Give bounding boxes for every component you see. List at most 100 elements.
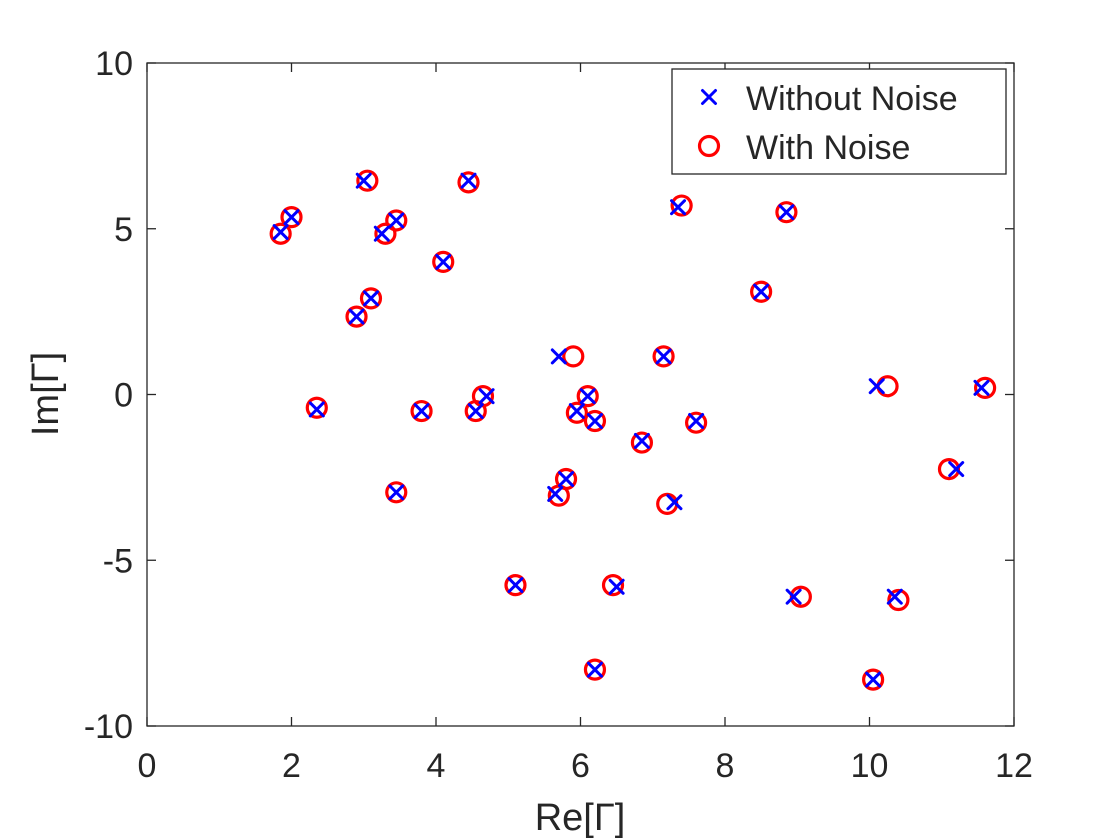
- without-noise-point-stroke-b: [547, 485, 564, 502]
- without-noise-point-stroke-b: [865, 671, 882, 688]
- without-noise-point: [308, 401, 325, 418]
- without-noise-point-stroke-b: [388, 484, 405, 501]
- legend-label-with-noise: With Noise: [746, 129, 910, 167]
- legend-marker-without-noise: [701, 89, 717, 105]
- without-noise-point: [413, 403, 430, 420]
- without-noise-point: [886, 588, 903, 605]
- without-noise-point: [865, 671, 882, 688]
- with-noise-point: [565, 401, 588, 424]
- without-noise-point: [778, 204, 795, 221]
- without-noise-point-stroke-b: [550, 348, 567, 365]
- without-noise-point-stroke-b: [272, 224, 289, 241]
- with-noise-point: [374, 222, 397, 245]
- without-noise-point: [478, 388, 495, 405]
- legend-box: [671, 68, 1007, 175]
- without-noise-point-stroke-b: [868, 378, 885, 395]
- without-noise-point: [272, 224, 289, 241]
- without-noise-point: [348, 308, 365, 325]
- x-tick-label: 8: [716, 747, 735, 785]
- with-noise-point: [410, 399, 433, 423]
- without-noise-point-stroke-b: [666, 494, 683, 511]
- with-noise-point: [630, 431, 654, 454]
- without-noise-point: [655, 348, 672, 365]
- without-noise-point-stroke-b: [579, 388, 596, 405]
- without-noise-point: [435, 253, 452, 270]
- without-noise-point: [608, 578, 625, 595]
- without-noise-point: [550, 348, 567, 365]
- with-noise-point: [862, 668, 885, 691]
- without-noise-point: [633, 432, 650, 449]
- with-noise-point: [280, 206, 303, 229]
- with-noise-point: [504, 574, 527, 597]
- without-noise-point-stroke-b: [460, 172, 477, 189]
- with-noise-point: [684, 411, 708, 434]
- y-tick-label: -5: [103, 542, 133, 580]
- without-noise-point-stroke-b: [753, 283, 770, 300]
- without-noise-point: [373, 225, 390, 242]
- with-noise-point: [601, 574, 625, 597]
- with-noise-point: [937, 457, 961, 481]
- without-noise-point-stroke-b: [478, 388, 495, 405]
- without-noise-point-stroke-b: [586, 413, 603, 430]
- without-noise-point-stroke-b: [973, 379, 990, 396]
- with-noise-point: [432, 250, 455, 273]
- y-tick-label: 10: [95, 45, 133, 83]
- with-noise-point: [576, 385, 599, 408]
- with-noise-point: [652, 345, 675, 368]
- y-tick-label: 0: [114, 377, 133, 415]
- without-noise-point: [753, 283, 770, 300]
- with-noise-point: [359, 287, 383, 310]
- x-tick-label: 4: [427, 747, 446, 785]
- without-noise-point-stroke-b: [413, 403, 430, 420]
- without-noise-point-stroke-b: [608, 578, 625, 595]
- without-noise-point-stroke-b: [670, 199, 687, 216]
- with-noise-point: [457, 171, 480, 194]
- with-noise-point: [269, 222, 292, 245]
- legend: Without Noise With Noise: [671, 68, 1007, 175]
- legend-label-without-noise: Without Noise: [746, 80, 958, 118]
- without-noise-point-stroke-b: [362, 290, 379, 307]
- without-noise-point: [283, 209, 300, 226]
- without-noise-point: [388, 212, 405, 229]
- without-noise-point-stroke-b: [778, 204, 795, 221]
- without-noise-point-stroke-b: [373, 225, 390, 242]
- with-noise-point: [562, 345, 585, 368]
- legend-o-marker: [697, 134, 721, 158]
- without-noise-point-stroke-b: [558, 471, 575, 488]
- y-tick-label: 5: [114, 211, 133, 249]
- legend-marker-with-noise: [697, 134, 721, 158]
- with-noise-point: [583, 409, 607, 433]
- without-noise-point: [579, 388, 596, 405]
- without-noise-point: [586, 413, 603, 430]
- without-noise-point-stroke-b: [467, 403, 484, 420]
- without-noise-point-stroke-b: [633, 432, 650, 449]
- with-noise-point: [356, 169, 379, 192]
- without-noise-point: [507, 577, 524, 594]
- without-noise-point-stroke-b: [283, 209, 300, 226]
- with-noise-point: [775, 201, 798, 224]
- with-noise-point: [345, 305, 368, 328]
- with-noise-point: [385, 209, 408, 232]
- x-tick-label: 0: [138, 747, 157, 785]
- without-noise-point: [558, 471, 575, 488]
- without-noise-point-stroke-b: [308, 401, 325, 418]
- data-points: [269, 169, 997, 691]
- y-tick-label: -10: [84, 708, 133, 746]
- without-noise-point-stroke-b: [568, 403, 585, 420]
- without-noise-point-stroke-b: [886, 588, 903, 605]
- without-noise-point-stroke-b: [348, 308, 365, 325]
- without-noise-point: [666, 494, 683, 511]
- without-noise-point-stroke-b: [688, 413, 705, 430]
- with-noise-point: [385, 481, 408, 504]
- x-tick-label: 10: [851, 747, 889, 785]
- without-noise-point: [388, 484, 405, 501]
- x-tick-label: 6: [571, 747, 590, 785]
- x-axis-label: Re[Γ]: [535, 797, 626, 839]
- without-noise-point-stroke-b: [435, 253, 452, 270]
- without-noise-point: [362, 290, 379, 307]
- without-noise-point: [460, 172, 477, 189]
- with-noise-point: [583, 658, 607, 681]
- y-axis-label: Im[Γ]: [25, 352, 67, 436]
- legend-x-marker: [701, 89, 717, 105]
